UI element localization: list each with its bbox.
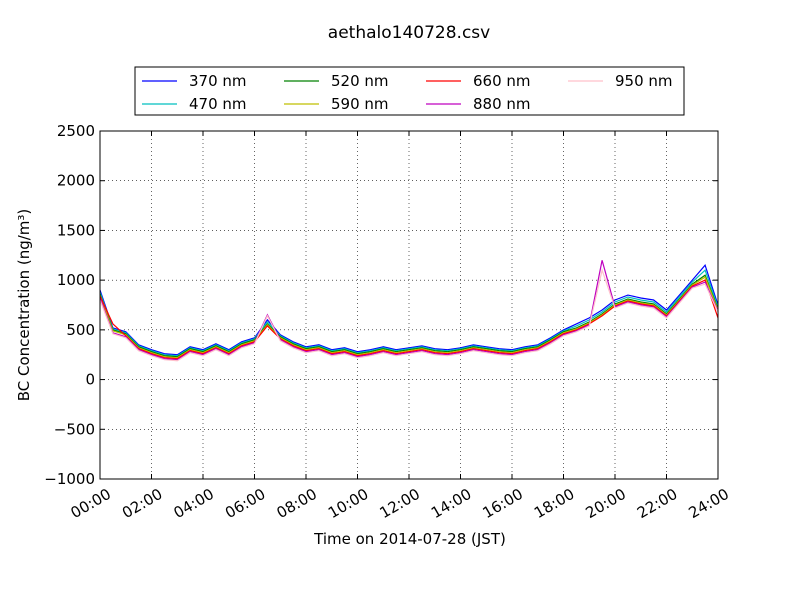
chart-title: aethalo140728.csv xyxy=(328,23,490,43)
x-axis-label: Time on 2014-07-28 (JST) xyxy=(313,530,506,548)
x-tick-label: 10:00 xyxy=(325,485,371,522)
x-tick-label: 24:00 xyxy=(686,485,732,522)
series-line-370-nm xyxy=(99,263,719,356)
series-line-950-nm xyxy=(99,268,719,362)
x-tick-label: 04:00 xyxy=(171,485,217,522)
y-tick-label: 1000 xyxy=(57,271,95,289)
y-tick-label: 0 xyxy=(85,371,95,389)
series-line-520-nm xyxy=(99,274,719,358)
y-tick-label: 2000 xyxy=(57,172,95,190)
y-tick-label: 500 xyxy=(66,321,95,339)
x-tick-label: 12:00 xyxy=(377,485,423,522)
x-tick-label: 16:00 xyxy=(480,485,526,522)
legend-label: 590 nm xyxy=(331,95,389,113)
legend-label: 520 nm xyxy=(331,72,389,90)
legend-label: 950 nm xyxy=(615,72,673,90)
y-tick-label: −500 xyxy=(54,420,95,438)
legend-frame xyxy=(134,66,685,116)
x-tick-label: 14:00 xyxy=(428,485,474,522)
y-tick-label: 2500 xyxy=(57,122,95,140)
x-tick-label: 02:00 xyxy=(119,485,165,522)
legend: 370 nm 470 nm 520 nm 590 nm 660 nm 880 nm 950 … xyxy=(134,66,685,116)
grid xyxy=(100,131,718,479)
y-tick-label: 1500 xyxy=(57,221,95,239)
plot-area xyxy=(99,260,719,362)
x-tick-label: 06:00 xyxy=(222,485,268,522)
legend-label: 370 nm xyxy=(189,72,247,90)
x-tick-label: 08:00 xyxy=(274,485,320,522)
series-line-590-nm xyxy=(99,276,719,359)
legend-label: 470 nm xyxy=(189,95,247,113)
series-line-470-nm xyxy=(99,269,719,357)
x-tick-label: 22:00 xyxy=(634,485,680,522)
x-tick-label: 00:00 xyxy=(68,485,114,522)
legend-label: 880 nm xyxy=(473,95,531,113)
x-tick-label: 18:00 xyxy=(531,485,577,522)
legend-label: 660 nm xyxy=(473,72,531,90)
x-tick-label: 20:00 xyxy=(583,485,629,522)
y-axis-label: BC Concentration (ng/m³) xyxy=(15,209,33,402)
y-tick-label: −1000 xyxy=(44,470,95,488)
